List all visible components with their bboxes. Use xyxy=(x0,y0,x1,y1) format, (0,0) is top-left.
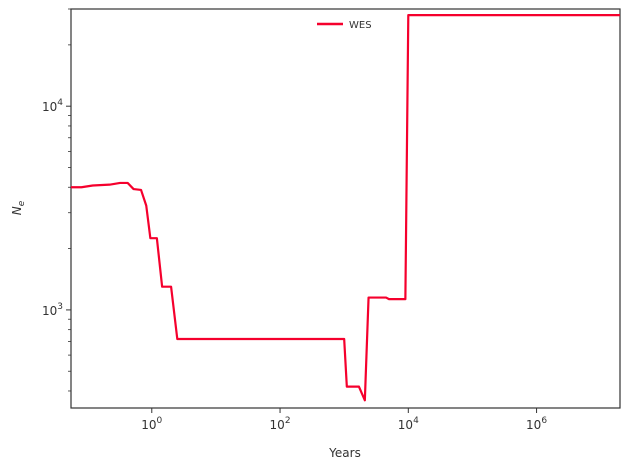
series-layer xyxy=(71,14,620,402)
x-tick-label-1: 102 xyxy=(270,416,291,432)
y-axis-ticks: 103 104 xyxy=(42,98,71,318)
y-tick-label-1: 104 xyxy=(42,98,63,114)
x-tick-label-2: 104 xyxy=(398,416,419,432)
x-tick-label-3: 106 xyxy=(526,416,547,432)
x-axis-ticks: 100 102 104 106 xyxy=(141,408,547,432)
legend-label-wes: WES xyxy=(349,20,372,31)
plot-frame xyxy=(70,8,621,409)
x-tick-label-0: 100 xyxy=(141,416,162,432)
x-axis-label: Years xyxy=(328,446,361,460)
series-line-0 xyxy=(71,14,620,402)
legend: WES xyxy=(317,20,372,31)
y-minor-ticks xyxy=(68,8,71,392)
y-axis-label: Ne xyxy=(10,200,27,215)
y-tick-label-0: 103 xyxy=(42,302,63,318)
